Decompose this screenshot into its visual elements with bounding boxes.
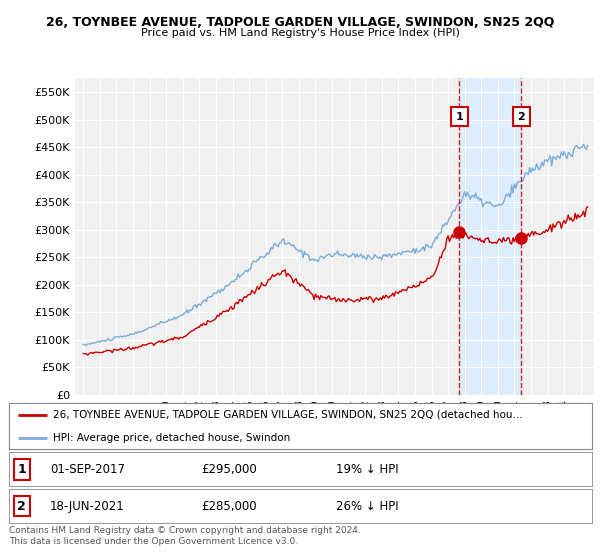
Text: £295,000: £295,000	[202, 463, 257, 476]
Text: 1: 1	[17, 463, 26, 476]
Text: 26, TOYNBEE AVENUE, TADPOLE GARDEN VILLAGE, SWINDON, SN25 2QQ (detached hou...: 26, TOYNBEE AVENUE, TADPOLE GARDEN VILLA…	[53, 410, 523, 419]
Text: HPI: Average price, detached house, Swindon: HPI: Average price, detached house, Swin…	[53, 433, 290, 442]
Text: 26% ↓ HPI: 26% ↓ HPI	[335, 500, 398, 513]
Text: 2: 2	[17, 500, 26, 513]
Text: Contains HM Land Registry data © Crown copyright and database right 2024.
This d: Contains HM Land Registry data © Crown c…	[9, 526, 361, 546]
Text: 19% ↓ HPI: 19% ↓ HPI	[335, 463, 398, 476]
Text: 2: 2	[517, 112, 525, 122]
Text: 01-SEP-2017: 01-SEP-2017	[50, 463, 125, 476]
Text: 18-JUN-2021: 18-JUN-2021	[50, 500, 125, 513]
Text: 1: 1	[455, 112, 463, 122]
Text: £285,000: £285,000	[202, 500, 257, 513]
Text: Price paid vs. HM Land Registry's House Price Index (HPI): Price paid vs. HM Land Registry's House …	[140, 28, 460, 38]
Bar	[459, 78, 521, 395]
Text: 26, TOYNBEE AVENUE, TADPOLE GARDEN VILLAGE, SWINDON, SN25 2QQ: 26, TOYNBEE AVENUE, TADPOLE GARDEN VILLA…	[46, 16, 554, 29]
